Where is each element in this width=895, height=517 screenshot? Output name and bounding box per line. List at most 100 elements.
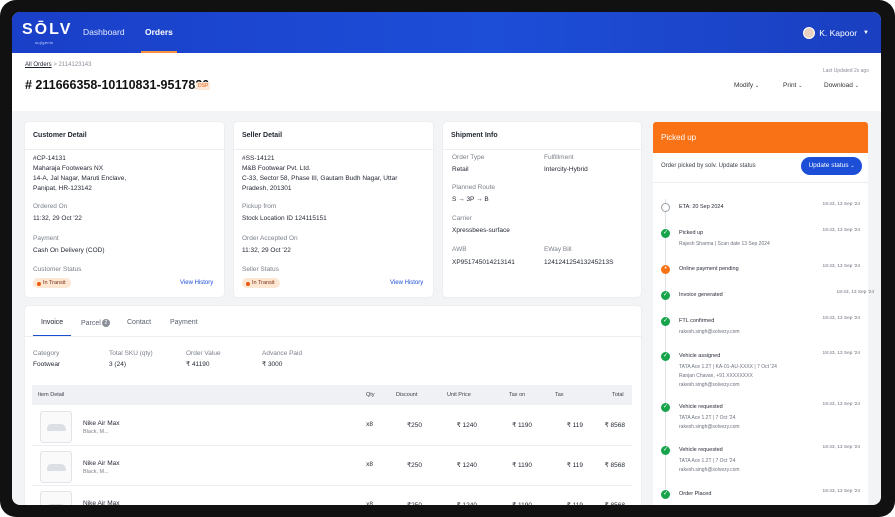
customer-address-line2: Panipat, HR-123142	[33, 185, 92, 192]
customer-status-label: Customer Status	[33, 266, 82, 273]
product-thumbnail	[40, 491, 72, 505]
seller-address-line2: Pradesh, 201301	[242, 185, 292, 192]
timeline-event-detail: rakesh.singh@solvezy.com	[679, 467, 740, 473]
carrier-label: Carrier	[452, 215, 472, 222]
order-detail-panel: Invoice Parcel 2 Contact Payment Category…	[25, 306, 641, 505]
breadcrumb-current: 2114123143	[58, 62, 92, 68]
timeline-line	[665, 199, 666, 489]
update-status-label: Update status	[808, 162, 849, 169]
pending-icon: •	[661, 265, 670, 274]
product-name: Nike Air Max	[83, 420, 120, 427]
tab-payment[interactable]: Payment	[170, 319, 198, 326]
order-value-label: Order Value	[186, 350, 221, 357]
cell-tax: ₹ 119	[566, 422, 583, 429]
tab-contact[interactable]: Contact	[127, 319, 152, 326]
cell-unit-price: ₹ 1240	[457, 501, 477, 505]
planned-route-label: Planned Route	[452, 184, 496, 191]
shoe-icon	[47, 464, 66, 471]
top-navbar: SŌLV sujigenis Dashboard Orders K. Kapoo…	[12, 12, 881, 53]
seller-id: #SS-14121	[242, 155, 275, 162]
divider	[25, 336, 641, 337]
seller-address-line1: C-33, Sector 58, Phase III, Gautam Budh …	[242, 175, 398, 182]
chevron-down-icon: ⌄	[798, 83, 803, 89]
nav-dashboard[interactable]: Dashboard	[83, 27, 125, 37]
seller-view-history-link[interactable]: View History	[390, 280, 424, 286]
update-status-button[interactable]: Update status ⌄	[801, 157, 862, 175]
print-button[interactable]: Print ⌄	[783, 82, 802, 89]
shipment-info-card: Shipment Info Order Type Retail Fulfillm…	[443, 122, 641, 297]
breadcrumb-separator: >	[53, 62, 57, 68]
breadcrumb: All Orders > 2114123143	[25, 62, 91, 68]
awb-label: AWB	[452, 246, 467, 253]
cell-discount: ₹250	[407, 422, 422, 429]
chevron-down-icon: ⌄	[850, 163, 855, 169]
customer-name: Maharaja Footwears NX	[33, 165, 104, 172]
check-icon: ✓	[661, 403, 670, 412]
product-thumbnail	[40, 451, 72, 483]
order-type-value: Retail	[452, 166, 469, 173]
shoe-icon	[47, 504, 66, 505]
timeline-event-time: 18:43, 13 Sep '24	[836, 290, 874, 295]
order-type-tag: DSP	[196, 82, 211, 90]
order-type-label: Order Type	[452, 154, 485, 161]
timeline-event-detail: rakesh.singh@solvezy.com	[679, 329, 740, 335]
status-badge: In Transit	[33, 278, 71, 288]
pickup-value: Stock Location ID 124115151	[242, 215, 327, 222]
breadcrumb-all-orders[interactable]: All Orders	[25, 62, 52, 68]
timeline-event-time: 18:43, 13 Sep '24	[822, 202, 860, 207]
check-icon: ✓	[661, 352, 670, 361]
timeline-event-title: Order Placed	[679, 491, 712, 497]
download-button[interactable]: Download ⌄	[824, 82, 859, 89]
timeline-event-detail: Ranjan Chavan, +91 XXXXXXXX	[679, 373, 753, 379]
timeline-event-detail: TATA Ace 1.2T | KA-01-AU-XXXX | 7 Oct '2…	[679, 364, 777, 370]
user-menu[interactable]: K. Kapoor ▼	[803, 26, 869, 40]
modify-button[interactable]: Modify ⌄	[734, 82, 759, 89]
nav-orders[interactable]: Orders	[141, 12, 177, 53]
chevron-down-icon: ⌄	[854, 83, 859, 89]
accepted-label: Order Accepted On	[242, 235, 298, 242]
planned-route-value: S → 3P → B	[452, 196, 489, 203]
divider	[25, 149, 224, 150]
customer-view-history-link[interactable]: View History	[180, 280, 214, 286]
col-tax: Tax	[555, 392, 564, 398]
divider	[443, 149, 641, 150]
col-item-detail: Item Detail	[38, 392, 65, 398]
parcel-count-badge: 2	[101, 319, 110, 327]
avatar	[803, 27, 816, 39]
ordered-on-value: 11:32, 29 Oct '22	[33, 215, 82, 222]
circle-icon	[661, 203, 670, 212]
timeline-event-detail: TATA Ace 1.2T | 7 Oct '24	[679, 458, 736, 464]
product-name: Nike Air Max	[83, 500, 120, 505]
fulfillment-value: Intercity-Hybrid	[544, 166, 588, 173]
timeline-event-title: Invoice generated	[679, 292, 723, 298]
brand-logo[interactable]: SŌLV	[22, 21, 73, 38]
timeline-event-detail: rakesh.singh@solvezy.com	[679, 424, 740, 430]
col-total: Total	[612, 392, 624, 398]
card-title: Shipment Info	[451, 132, 498, 139]
tab-invoice[interactable]: Invoice	[32, 319, 72, 337]
customer-detail-card: Customer Detail #CP-14131 Maharaja Footw…	[25, 122, 224, 297]
brand-tagline: sujigenis	[35, 40, 54, 45]
timeline-event-time: 18:43, 13 Sep '24	[822, 228, 860, 233]
col-discount: Discount	[396, 392, 418, 398]
page-title: # 211666358-10110831-9517820	[25, 78, 210, 92]
timeline-event-title: ETA: 20 Sep 2024	[679, 204, 724, 210]
cell-unit-price: ₹ 1240	[456, 422, 477, 429]
timeline-event-title: Vehicle requested	[679, 447, 723, 453]
check-icon: ✓	[661, 317, 670, 326]
carrier-value: Xpressbees-surface	[452, 227, 510, 234]
cell-unit-price: ₹ 1240	[456, 462, 477, 469]
tab-parcel[interactable]: Parcel 2	[81, 319, 110, 327]
timeline-event-detail: TATA Ace 1.2T | 7 Oct '24	[679, 415, 736, 421]
timeline-event-title: Vehicle requested	[679, 404, 723, 410]
divider	[234, 149, 433, 150]
col-qty: Qty	[366, 392, 375, 398]
chevron-down-icon: ⌄	[754, 83, 760, 89]
product-variant: Black, M...	[83, 429, 109, 435]
timeline-event-title: Online payment pending	[679, 266, 739, 272]
cell-tax: ₹ 119	[567, 501, 583, 505]
